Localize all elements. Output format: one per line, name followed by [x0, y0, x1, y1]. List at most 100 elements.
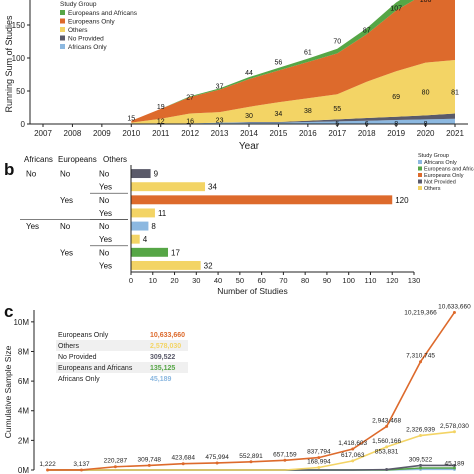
legend-row-value: 45,189 — [150, 376, 172, 383]
area-data-label: 107 — [390, 6, 402, 13]
x-tick-label: 110 — [364, 276, 376, 285]
area-series-no-provided — [131, 113, 456, 124]
legend-swatch — [60, 10, 65, 15]
line-point — [113, 465, 117, 469]
legend-swatch — [60, 35, 65, 41]
row-others-label: Yes — [99, 183, 112, 192]
line-point — [452, 310, 456, 314]
line-point — [147, 463, 151, 467]
row-others-label: No — [99, 248, 110, 257]
line-data-label: 309,522 — [409, 456, 433, 463]
line-data-label: 2,943,468 — [372, 417, 401, 424]
x-tick-label: 10 — [149, 276, 157, 285]
row-others-label: No — [99, 170, 110, 179]
area-data-label: 12 — [157, 118, 165, 125]
line-data-label: 168,994 — [307, 458, 331, 465]
y-tick-label: 8M — [18, 347, 29, 356]
legend-row-value: 10,633,660 — [150, 332, 185, 339]
area-data-label: 8 — [394, 121, 398, 128]
line-data-label: 657,159 — [273, 451, 297, 458]
legend-entry: Europeans and Africans — [424, 167, 474, 173]
line-point — [181, 462, 185, 466]
area-data-label: 61 — [304, 50, 312, 57]
line-data-label: 220,287 — [104, 458, 128, 465]
x-tick-label: 100 — [342, 276, 355, 285]
row-others-label: Yes — [99, 235, 112, 244]
area-data-label: 34 — [275, 111, 283, 118]
row-others-label: No — [99, 196, 110, 205]
line-point — [452, 463, 456, 467]
area-data-label: 80 — [422, 89, 430, 96]
x-tick-label: 80 — [301, 276, 309, 285]
line-point — [385, 445, 389, 449]
legend-entry: Africans Only — [424, 160, 457, 166]
bar — [131, 260, 201, 270]
bar-value-label: 9 — [154, 170, 159, 179]
legend-swatch — [60, 44, 65, 49]
y-tick-label: 4M — [18, 407, 29, 416]
panel-c-letter: c — [4, 302, 13, 321]
line-data-label: 1,222 — [39, 461, 56, 468]
bar-value-label: 17 — [171, 248, 180, 257]
area-data-label: 81 — [451, 89, 459, 96]
legend-entry: Others — [424, 186, 441, 192]
legend-swatch — [418, 160, 422, 164]
row-europeans-label: No — [60, 170, 71, 179]
line-data-label: 1,560,166 — [372, 438, 401, 445]
area-data-label: 30 — [245, 113, 253, 120]
legend-row-bg — [56, 362, 188, 373]
line-data-label: 10,219,366 — [404, 310, 437, 317]
line-point — [215, 461, 219, 465]
bar — [131, 182, 206, 192]
legend-row-label: No Provided — [58, 354, 97, 361]
area-data-label: 23 — [216, 118, 224, 125]
row-africans-label: No — [26, 170, 37, 179]
legend-row-value: 135,125 — [150, 365, 175, 372]
line-data-label: 2,578,030 — [440, 423, 469, 430]
panel-c-line-chart: 10M 8M 6M 4M 2M 0M Cumulative Sample Size 1,222… — [3, 303, 471, 474]
x-tick-label: 2013 — [211, 129, 229, 138]
bar-value-label: 4 — [143, 235, 148, 244]
row-others-label: No — [99, 222, 110, 231]
line-point — [351, 447, 355, 451]
x-tick-label: 90 — [323, 276, 331, 285]
legend-row-label: Africans Only — [58, 376, 100, 383]
row-europeans-label: Yes — [60, 248, 73, 257]
x-tick-label: 2007 — [34, 129, 52, 138]
area-data-label: 44 — [245, 70, 253, 77]
row-others-label: Yes — [99, 261, 112, 270]
y-tick-label: 50 — [16, 87, 25, 96]
legend-entry: Africans Only — [68, 44, 107, 51]
row-others-label: Yes — [99, 209, 112, 218]
legend-title: Study Group — [418, 153, 449, 159]
x-tick-label: 130 — [408, 276, 421, 285]
line-point — [351, 459, 355, 463]
area-data-label: 8 — [424, 121, 428, 128]
line-data-label: 617,063 — [341, 452, 365, 459]
line-data-label: 837,794 — [307, 449, 331, 456]
area-data-label: 87 — [363, 27, 371, 34]
x-tick-label: 40 — [214, 276, 222, 285]
line-point — [249, 460, 253, 464]
x-tick-label: 2015 — [270, 129, 288, 138]
legend-entry: Europeans Only — [68, 19, 115, 26]
legend-swatch — [418, 179, 422, 184]
legend-row-label: Europeans and Africans — [58, 365, 133, 372]
x-tick-label: 30 — [192, 276, 200, 285]
line-data-label: 309,748 — [138, 456, 162, 463]
panel-b-bar-chart: Africans Europeans Others No No No 9 Yes 34 Yes No… — [20, 153, 474, 296]
line-data-label: 7,310,745 — [406, 353, 435, 360]
row-europeans-label: Yes — [60, 196, 73, 205]
x-tick-label: 2017 — [328, 129, 346, 138]
x-tick-label: 0 — [129, 276, 133, 285]
panel-a-area-chart: 0 50 100 150 2007 2008 2009 2010 2011 2012 2013 201… — [4, 0, 468, 152]
legend-entry: Europeans and Africans — [68, 10, 138, 17]
line-point — [419, 466, 423, 470]
line-point — [46, 468, 50, 472]
y-tick-label: 100 — [12, 54, 26, 63]
area-data-label: 106 — [420, 0, 432, 4]
x-axis-label: Number of Studies — [217, 286, 287, 296]
column-header-africans: Africans — [24, 155, 53, 164]
line-point — [317, 456, 321, 460]
